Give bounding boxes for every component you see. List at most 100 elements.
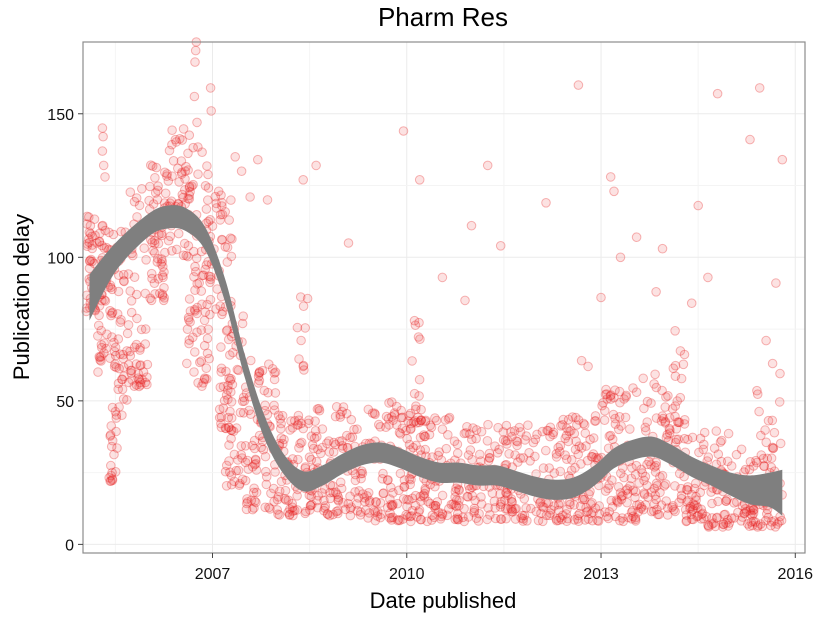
data-point: [216, 412, 227, 422]
data-point: [494, 444, 505, 455]
data-point: [336, 483, 347, 494]
data-point: [414, 391, 424, 401]
data-point: [626, 507, 637, 518]
data-point: [476, 499, 487, 509]
data-point: [153, 274, 164, 284]
data-point: [210, 191, 221, 202]
data-point: [625, 424, 635, 434]
data-point: [395, 515, 405, 526]
data-point: [465, 429, 475, 439]
data-point: [175, 134, 185, 144]
data-point: [104, 473, 114, 483]
data-point: [224, 215, 234, 225]
data-point: [177, 135, 187, 145]
data-point: [222, 242, 233, 253]
data-point: [278, 438, 288, 449]
data-point: [298, 175, 309, 185]
data-point: [227, 379, 238, 390]
data-point: [420, 431, 431, 442]
data-point: [346, 414, 357, 425]
data-point: [721, 496, 732, 506]
data-point: [94, 310, 104, 321]
data-point: [159, 283, 169, 293]
data-point: [754, 83, 765, 93]
data-point: [612, 496, 623, 507]
data-point: [651, 382, 662, 393]
data-point: [307, 440, 318, 450]
data-point: [553, 505, 564, 516]
data-point: [328, 447, 339, 457]
data-point: [224, 440, 234, 450]
data-point: [414, 417, 425, 428]
data-point: [763, 512, 774, 523]
data-point: [650, 467, 661, 477]
data-point: [646, 487, 657, 497]
data-point: [446, 499, 457, 510]
data-point: [150, 289, 160, 299]
data-point: [305, 505, 315, 515]
data-point: [631, 387, 642, 398]
data-point: [462, 491, 473, 502]
data-point: [96, 325, 106, 336]
data-point: [340, 504, 351, 515]
data-point: [670, 506, 680, 517]
data-point: [748, 505, 759, 515]
data-point: [716, 456, 727, 467]
data-point: [295, 438, 305, 449]
data-point: [504, 449, 514, 459]
data-point: [621, 392, 631, 402]
data-point: [190, 261, 200, 272]
data-point: [126, 365, 137, 376]
data-point: [306, 454, 317, 465]
data-point: [203, 195, 213, 205]
data-point: [603, 513, 614, 524]
data-point: [345, 504, 356, 514]
data-point: [135, 377, 146, 388]
data-point: [160, 167, 170, 178]
data-point: [651, 494, 661, 505]
data-point: [180, 185, 190, 195]
data-point: [205, 215, 215, 225]
data-point: [158, 295, 169, 306]
data-point: [259, 385, 270, 396]
data-point: [682, 497, 692, 507]
data-point: [310, 426, 321, 436]
data-point: [193, 142, 203, 152]
data-point: [662, 429, 673, 440]
data-point: [631, 460, 642, 471]
data-point: [388, 512, 398, 523]
data-point: [514, 422, 525, 433]
data-point: [681, 516, 692, 527]
smooth-layer: [89, 205, 783, 516]
data-point: [703, 520, 713, 531]
data-point: [415, 514, 426, 525]
data-point: [358, 489, 368, 499]
data-point: [343, 238, 354, 248]
data-point: [555, 512, 565, 523]
data-point: [253, 378, 264, 388]
data-point: [476, 426, 487, 437]
data-point: [630, 516, 641, 526]
data-point: [367, 408, 378, 419]
data-point: [511, 436, 522, 446]
data-point: [139, 243, 149, 253]
data-point: [639, 488, 650, 499]
data-point: [570, 444, 581, 455]
data-point: [599, 415, 610, 426]
data-point: [211, 198, 221, 209]
data-point: [500, 495, 510, 505]
data-point: [254, 368, 264, 379]
data-point: [581, 441, 591, 451]
data-point: [369, 408, 380, 419]
data-point: [657, 470, 668, 481]
data-point: [430, 413, 440, 423]
data-point: [407, 505, 418, 516]
data-point: [113, 384, 123, 395]
data-point: [197, 270, 208, 281]
data-point: [216, 422, 227, 433]
data-point: [205, 274, 216, 285]
data-point: [490, 513, 501, 524]
data-point: [548, 429, 558, 440]
data-point: [506, 494, 517, 504]
data-point: [182, 324, 193, 335]
